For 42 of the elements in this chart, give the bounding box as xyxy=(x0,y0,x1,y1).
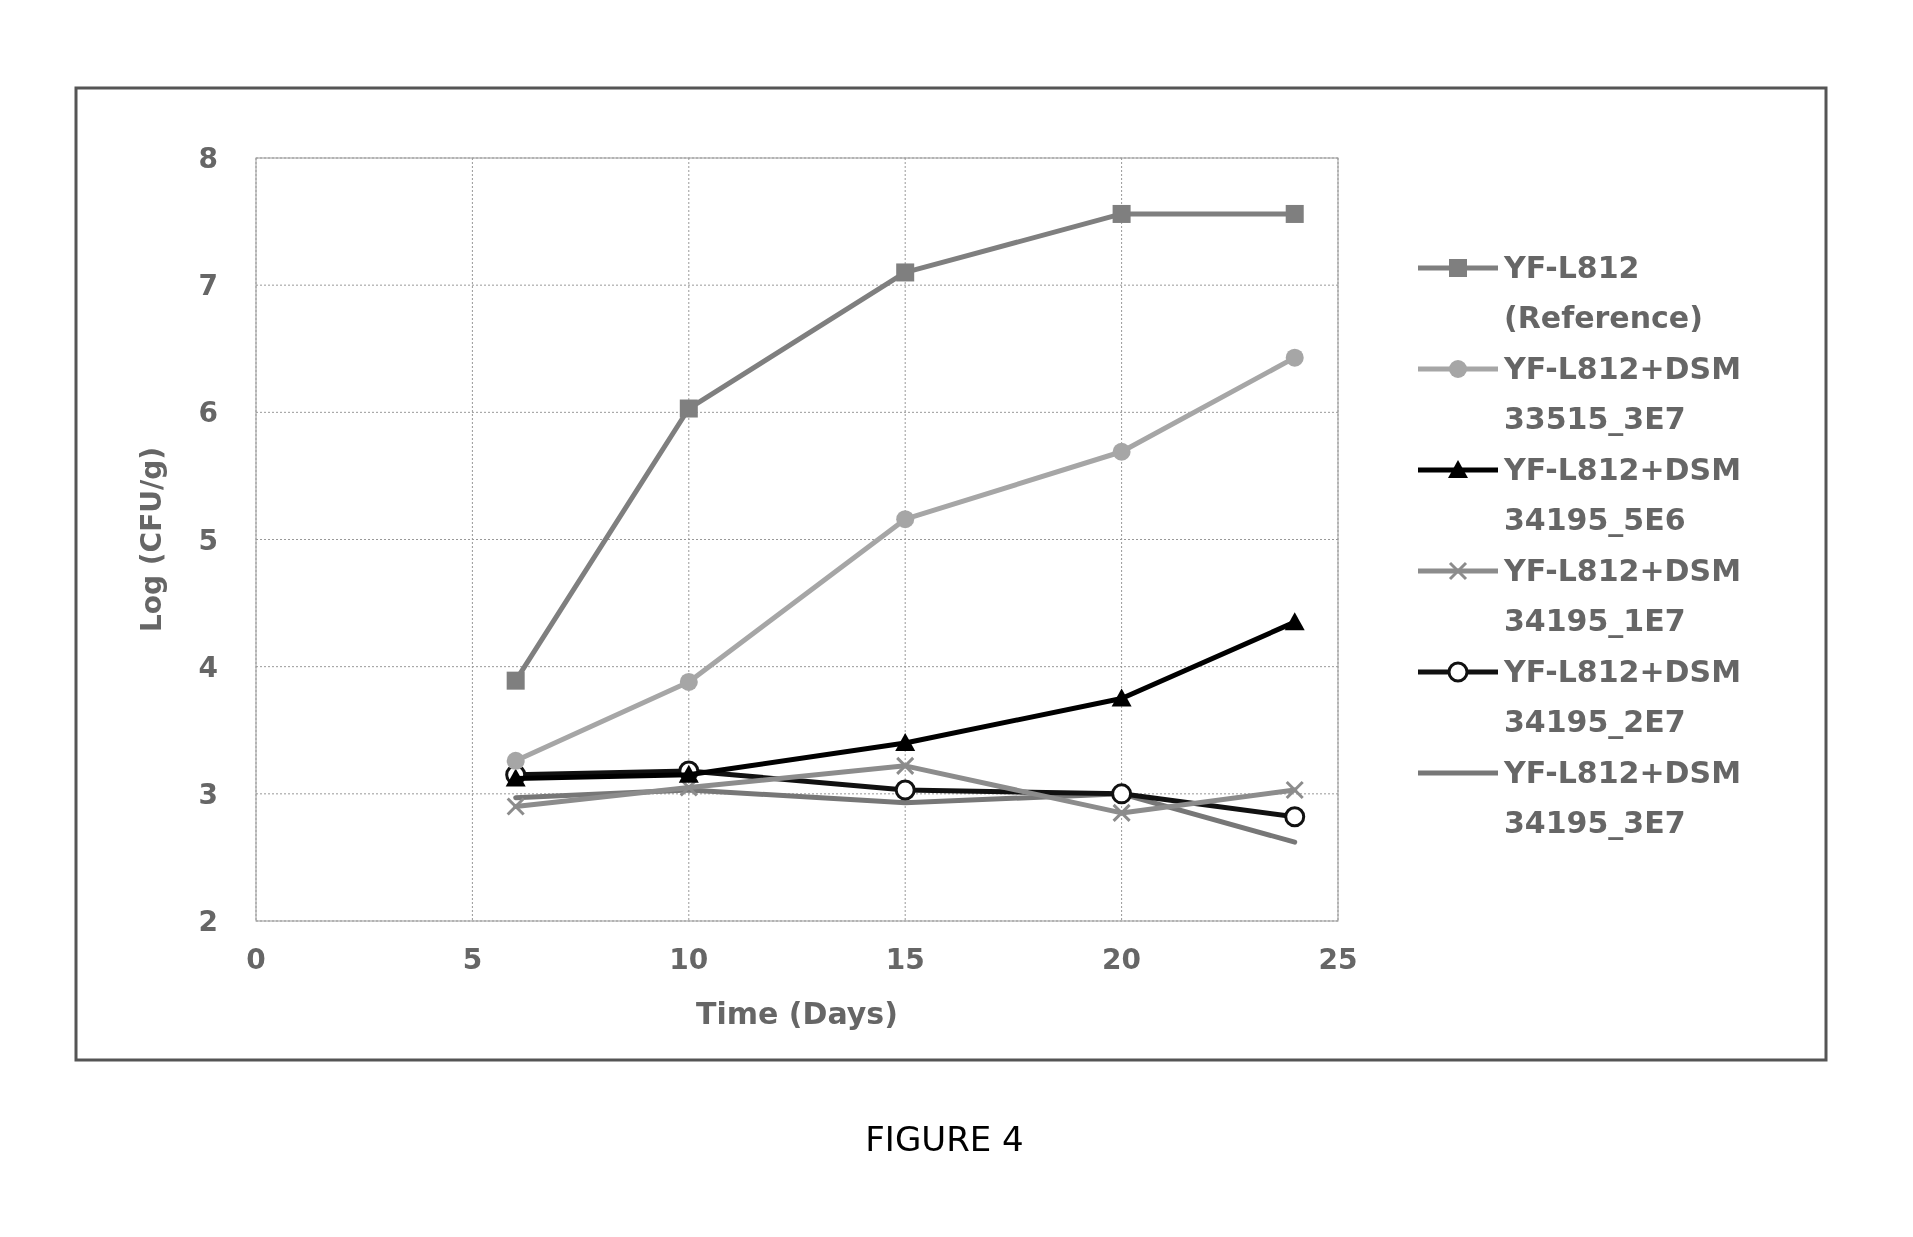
legend-label: YF-L812+DSM 34195_2E7 xyxy=(1503,654,1741,739)
point xyxy=(506,797,526,817)
y-tick-label: 3 xyxy=(198,777,218,811)
point xyxy=(1111,688,1132,707)
point xyxy=(679,399,698,418)
point xyxy=(1284,806,1306,828)
point xyxy=(1112,803,1132,823)
point xyxy=(1112,442,1131,461)
point xyxy=(896,263,915,282)
x-tick-label: 25 xyxy=(1318,943,1358,976)
y-tick-label: 4 xyxy=(198,650,218,684)
point xyxy=(1284,612,1305,631)
legend-label: YF-L812+DSM 34195_1E7 xyxy=(1503,553,1741,638)
point xyxy=(506,671,525,690)
y-tick-label: 7 xyxy=(198,269,218,303)
x-tick-label: 5 xyxy=(462,943,483,976)
legend-label: YF-L812+DSM 33515_3E7 xyxy=(1503,351,1741,436)
x-tick-label: 15 xyxy=(885,943,925,976)
y-tick-label: 2 xyxy=(198,905,218,938)
point xyxy=(679,672,698,691)
point xyxy=(894,779,916,801)
y-tick-label: 6 xyxy=(198,396,218,430)
legend-label: YF-L812+DSM 34195_5E6 xyxy=(1503,452,1741,537)
x-tick-label: 0 xyxy=(246,943,266,976)
legend-label: YF-L812+DSM 34195_3E7 xyxy=(1503,755,1741,840)
x-axis-title: Time (Days) xyxy=(696,996,898,1031)
point xyxy=(895,732,916,751)
point xyxy=(1111,783,1133,805)
y-tick-label: 8 xyxy=(198,142,218,175)
y-tick-label: 5 xyxy=(198,523,218,557)
x-tick-label: 10 xyxy=(669,943,709,976)
point xyxy=(1112,204,1131,223)
point xyxy=(896,510,915,529)
y-axis-title: Log (CFU/g) xyxy=(135,446,168,633)
point xyxy=(1285,204,1304,223)
point xyxy=(506,751,525,770)
x-tick-label: 20 xyxy=(1102,943,1142,976)
legend-label: YF-L812 (Reference) xyxy=(1503,250,1703,335)
point xyxy=(1285,780,1305,800)
point xyxy=(1285,348,1304,367)
point xyxy=(895,756,915,776)
caption: FIGURE 4 xyxy=(865,1119,1024,1159)
